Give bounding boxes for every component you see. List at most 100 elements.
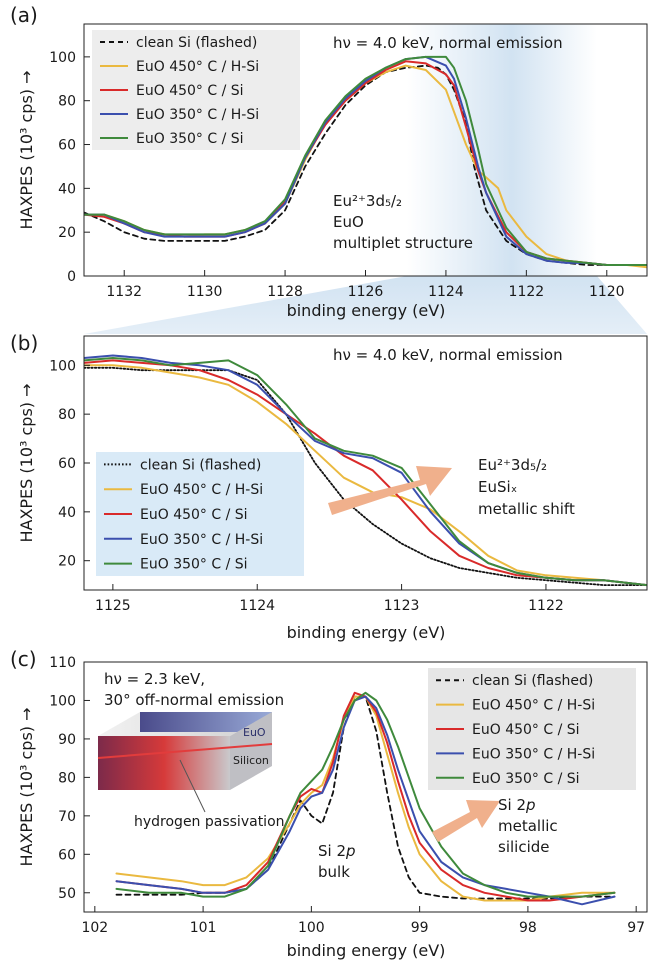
y-tick-label: 20 bbox=[58, 554, 76, 570]
inset-passivation-line bbox=[97, 743, 273, 759]
x-tick-label: 1124 bbox=[239, 598, 275, 614]
y-tick-label: 100 bbox=[49, 50, 76, 66]
euo-annotation-line3: multiplet structure bbox=[333, 234, 473, 252]
y-tick-label: 60 bbox=[58, 138, 76, 154]
x-tick-label: 97 bbox=[627, 920, 645, 936]
energy-annotation-a: hν = 4.0 keV, normal emission bbox=[333, 34, 563, 52]
legend-a: clean Si (flashed) EuO 450° C / H-Si EuO 4… bbox=[92, 30, 300, 150]
legend-label: EuO 450° C / Si bbox=[140, 507, 248, 523]
y-tick-label: 80 bbox=[58, 94, 76, 110]
inset-schematic: EuO Silicon hydrogen passivation bbox=[97, 712, 285, 830]
inset-label-passivation: hydrogen passivation bbox=[134, 814, 285, 830]
y-tick-label: 60 bbox=[58, 456, 76, 472]
x-tick-label: 1122 bbox=[528, 598, 564, 614]
eusi-annotation-line3: metallic shift bbox=[478, 500, 575, 518]
legend-label: EuO 450° C / H-Si bbox=[472, 698, 595, 714]
x-tick-label: 99 bbox=[411, 920, 429, 936]
x-tick-label: 1128 bbox=[267, 284, 303, 300]
y-tick-label: 40 bbox=[58, 181, 76, 197]
panel-a: (a) HAXPES (10³ cps) → binding energy (e… bbox=[10, 3, 648, 334]
y-axis-label-b: HAXPES (10³ cps) → bbox=[17, 383, 36, 542]
panel-label-b: (b) bbox=[10, 331, 38, 355]
silicide-annotation-line2: metallic bbox=[498, 817, 558, 835]
x-tick-label: 100 bbox=[298, 920, 325, 936]
y-tick-label: 110 bbox=[49, 655, 76, 671]
legend-label: EuO 450° C / H-Si bbox=[136, 59, 259, 75]
y-tick-label: 20 bbox=[58, 225, 76, 241]
y-tick-label: 100 bbox=[49, 358, 76, 374]
zoom-fan bbox=[84, 276, 647, 334]
plot-area-a bbox=[84, 55, 647, 269]
legend-label: clean Si (flashed) bbox=[140, 457, 261, 473]
y-tick-label: 50 bbox=[58, 886, 76, 902]
legend-label: EuO 350° C / Si bbox=[472, 771, 580, 787]
shift-arrow-b bbox=[328, 466, 452, 515]
y-tick-label: 0 bbox=[67, 269, 76, 285]
inset-front-face bbox=[98, 736, 230, 790]
y-tick-label: 80 bbox=[58, 770, 76, 786]
x-tick-label: 102 bbox=[81, 920, 108, 936]
inset-label-euo: EuO bbox=[243, 726, 266, 739]
x-tick-label: 1120 bbox=[589, 284, 625, 300]
silicide-annotation-line1: Si 2p bbox=[498, 796, 536, 814]
axes-frame-c bbox=[83, 661, 648, 913]
euo-annotation-line1: Eu²⁺3d₅/₂ bbox=[333, 192, 402, 210]
panel-c: (c) HAXPES (10³ cps) → binding energy (e… bbox=[10, 647, 648, 960]
legend-b: clean Si (flashed) EuO 450° C / H-Si EuO 4… bbox=[96, 452, 304, 576]
x-tick-label: 98 bbox=[519, 920, 537, 936]
legend-label: EuO 350° C / H-Si bbox=[140, 532, 263, 548]
shift-arrow-c bbox=[432, 800, 500, 842]
legend-label: EuO 450° C / H-Si bbox=[140, 482, 263, 498]
panel-label-c: (c) bbox=[10, 647, 37, 671]
silicide-annotation-line3: silicide bbox=[498, 838, 549, 856]
series-line-euo350si bbox=[84, 357, 647, 587]
bulk-annotation-line1: Si 2p bbox=[318, 842, 356, 860]
energy-annotation-c-line2: 30° off-normal emission bbox=[104, 691, 284, 709]
legend-label: clean Si (flashed) bbox=[136, 35, 257, 51]
euo-annotation-line2: EuO bbox=[333, 213, 364, 231]
x-tick-label: 1126 bbox=[348, 284, 384, 300]
series-line-euo350si bbox=[84, 55, 647, 266]
panel-b: (b) HAXPES (10³ cps) → binding energy (e… bbox=[10, 331, 648, 642]
legend-label: EuO 450° C / Si bbox=[136, 83, 244, 99]
series-line-euo350si bbox=[115, 691, 616, 898]
legend-label: EuO 350° C / H-Si bbox=[472, 746, 595, 762]
inset-label-silicon: Silicon bbox=[233, 754, 269, 767]
x-tick-label: 1122 bbox=[509, 284, 545, 300]
bulk-annotation-line2: bulk bbox=[318, 863, 350, 881]
legend-label: EuO 350° C / Si bbox=[140, 557, 248, 573]
inset-euo-layer bbox=[140, 712, 272, 732]
eusi-annotation-line2: EuSiₓ bbox=[478, 478, 517, 496]
x-tick-label: 101 bbox=[190, 920, 217, 936]
x-axis-label-b: binding energy (eV) bbox=[287, 623, 446, 642]
panel-label-a: (a) bbox=[10, 3, 38, 27]
y-tick-label: 90 bbox=[58, 732, 76, 748]
series-line-euo450si bbox=[115, 691, 616, 902]
legend-label: clean Si (flashed) bbox=[472, 673, 593, 689]
series-line-clean bbox=[84, 366, 647, 586]
x-axis-label-a: binding energy (eV) bbox=[287, 301, 446, 320]
energy-annotation-b: hν = 4.0 keV, normal emission bbox=[333, 346, 563, 364]
legend-label: EuO 350° C / H-Si bbox=[136, 107, 259, 123]
eusi-annotation-line1: Eu²⁺3d₅/₂ bbox=[478, 456, 547, 474]
legend-label: EuO 450° C / Si bbox=[472, 722, 580, 738]
energy-annotation-c-line1: hν = 2.3 keV, bbox=[104, 670, 205, 688]
x-axis-label-c: binding energy (eV) bbox=[287, 941, 446, 960]
inset-leader bbox=[179, 759, 206, 813]
series-line-euo350hsi bbox=[115, 695, 616, 906]
y-tick-label: 70 bbox=[58, 809, 76, 825]
plot-area-c bbox=[115, 691, 616, 906]
y-tick-label: 40 bbox=[58, 505, 76, 521]
legend-c: clean Si (flashed) EuO 450° C / H-Si EuO 4… bbox=[428, 668, 636, 790]
x-tick-label: 1130 bbox=[187, 284, 223, 300]
x-tick-label: 1123 bbox=[384, 598, 420, 614]
y-axis-label-a: HAXPES (10³ cps) → bbox=[17, 70, 36, 229]
x-tick-label: 1132 bbox=[106, 284, 142, 300]
y-tick-label: 80 bbox=[58, 407, 76, 423]
y-tick-label: 60 bbox=[58, 847, 76, 863]
y-axis-label-c: HAXPES (10³ cps) → bbox=[17, 707, 36, 866]
plot-area-b bbox=[84, 354, 647, 587]
legend-label: EuO 350° C / Si bbox=[136, 131, 244, 147]
x-tick-label: 1125 bbox=[95, 598, 131, 614]
